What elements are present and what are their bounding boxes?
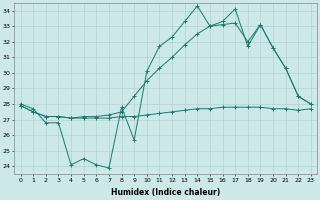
X-axis label: Humidex (Indice chaleur): Humidex (Indice chaleur) — [111, 188, 220, 197]
